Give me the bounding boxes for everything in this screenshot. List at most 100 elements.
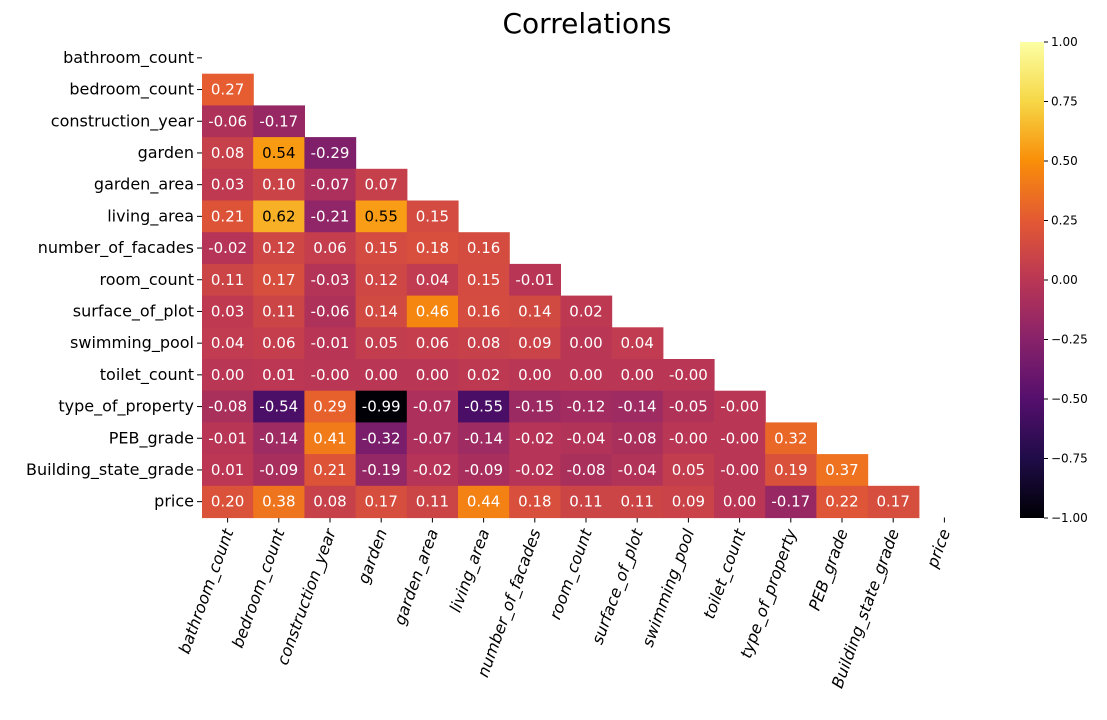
cell-value-label: -0.12 (567, 398, 606, 416)
x-tick-label: toilet_count (699, 526, 750, 622)
cell-value-label: 0.18 (416, 239, 449, 257)
cell-value-label: 0.00 (211, 366, 244, 384)
heatmap-cell (355, 168, 408, 202)
cell-value-label: -0.07 (413, 429, 452, 447)
cell-value-label: -0.05 (669, 398, 708, 416)
heatmap-cell (406, 422, 459, 455)
heatmap-cell (253, 263, 305, 297)
heatmap-cell (560, 359, 613, 392)
heatmap-cell (355, 263, 408, 297)
cell-value-label: 0.14 (364, 302, 397, 320)
heatmap-cell (202, 263, 254, 297)
heatmap-cell (253, 168, 305, 202)
colorbar-gradient (1020, 42, 1044, 518)
cell-value-label: 0.00 (620, 366, 653, 384)
cell-value-label: -0.19 (362, 461, 401, 479)
heatmap-cell (611, 485, 664, 519)
x-tick-label: garden_area (390, 526, 443, 627)
cell-value-label: 0.01 (262, 366, 295, 384)
heatmap-cell (509, 422, 561, 455)
cell-value-label: 0.06 (313, 239, 346, 257)
heatmap-cell (560, 327, 613, 360)
heatmap-cell (355, 359, 408, 392)
colorbar-tick-label: 1.00 (1051, 35, 1078, 49)
y-tick-label: number_of_facades (38, 238, 194, 258)
heatmap-cell (509, 359, 561, 392)
cell-value-label: 0.03 (211, 302, 244, 320)
cell-value-label: -0.29 (311, 144, 350, 162)
cell-value-label: -0.03 (311, 271, 350, 289)
cell-value-label: 0.21 (313, 461, 346, 479)
heatmap-cell (202, 359, 254, 392)
heatmap-cell (509, 454, 561, 487)
cell-value-label: 0.17 (364, 493, 397, 511)
cell-value-label: 0.04 (620, 334, 653, 352)
cell-value-label: 0.10 (262, 176, 295, 194)
y-tick-label: garden_area (94, 175, 194, 195)
heatmap-cell (202, 168, 254, 202)
cell-value-label: -0.06 (311, 302, 350, 320)
heatmap-cell (611, 327, 664, 360)
heatmap-cell (406, 359, 459, 392)
cell-value-label: 0.00 (569, 366, 602, 384)
cell-value-label: -0.32 (362, 429, 401, 447)
y-tick-label: swimming_pool (70, 333, 194, 353)
cell-value-label: 0.38 (262, 493, 295, 511)
heatmap-cell (304, 359, 357, 392)
cell-value-label: -0.55 (464, 398, 503, 416)
heatmap-cell (202, 200, 254, 233)
cell-value-label: 0.14 (518, 302, 551, 320)
cell-value-label: -0.17 (771, 493, 810, 511)
cell-value-label: -0.06 (208, 112, 247, 130)
heatmap-cell (406, 295, 459, 328)
y-tick-label: surface_of_plot (73, 301, 194, 321)
heatmap-cell (304, 168, 357, 202)
cell-value-label: 0.11 (416, 493, 449, 511)
cell-value-label: 0.01 (211, 461, 244, 479)
cell-value-label: 0.07 (364, 176, 397, 194)
cell-value-label: 0.00 (364, 366, 397, 384)
cell-value-label: 0.44 (467, 493, 500, 511)
colorbar-ticks: 1.00 0.75 0.50 0.25 0.00 −0.25 −0.50 −0.75 −1.00 (1044, 35, 1088, 525)
heatmap-cell (202, 295, 254, 328)
colorbar-tick-label: −0.75 (1051, 452, 1088, 466)
heatmap-cell (202, 390, 254, 423)
cell-value-label: 0.12 (364, 271, 397, 289)
cell-value-label: 0.02 (569, 302, 602, 320)
heatmap-cell (304, 200, 357, 233)
cell-value-label: 0.06 (416, 334, 449, 352)
heatmap-cell (304, 454, 357, 487)
cell-value-label: 0.46 (416, 302, 449, 320)
heatmap-cell (355, 422, 408, 455)
heatmap-cell (253, 359, 305, 392)
heatmap-cell (202, 73, 254, 106)
cell-value-label: -0.01 (515, 271, 554, 289)
cell-value-label: 0.02 (467, 366, 500, 384)
heatmap-cell (202, 327, 254, 360)
cell-value-label: 0.09 (672, 493, 705, 511)
cell-value-label: -0.04 (567, 429, 606, 447)
cell-value-label: 0.15 (416, 207, 449, 225)
cell-value-label: -0.15 (515, 398, 554, 416)
cell-value-label: 0.00 (723, 493, 756, 511)
heatmap-cell (304, 295, 357, 328)
heatmap-cell (202, 454, 254, 487)
heatmap-cell (253, 232, 305, 265)
heatmap-cell (355, 454, 408, 487)
heatmap-cell (253, 137, 305, 170)
heatmap-cell (509, 295, 561, 328)
heatmap-cell (406, 232, 459, 265)
heatmap-cell (816, 485, 869, 519)
colorbar: 1.00 0.75 0.50 0.25 0.00 −0.25 −0.50 −0.75 −1.00 (1020, 35, 1088, 525)
x-axis-labels: bathroom_countbedroom_countconstruction_… (175, 517, 954, 691)
heatmap-cell (355, 295, 408, 328)
cell-value-label: -0.07 (311, 176, 350, 194)
cell-value-label: -0.00 (720, 429, 759, 447)
colorbar-tick-label: 0.75 (1051, 95, 1078, 109)
cell-value-label: 0.08 (313, 493, 346, 511)
cell-value-label: -0.00 (669, 366, 708, 384)
heatmap-cell (611, 454, 664, 487)
cell-value-label: 0.12 (262, 239, 295, 257)
cell-value-label: -0.04 (618, 461, 657, 479)
heatmap-cell (867, 485, 920, 519)
